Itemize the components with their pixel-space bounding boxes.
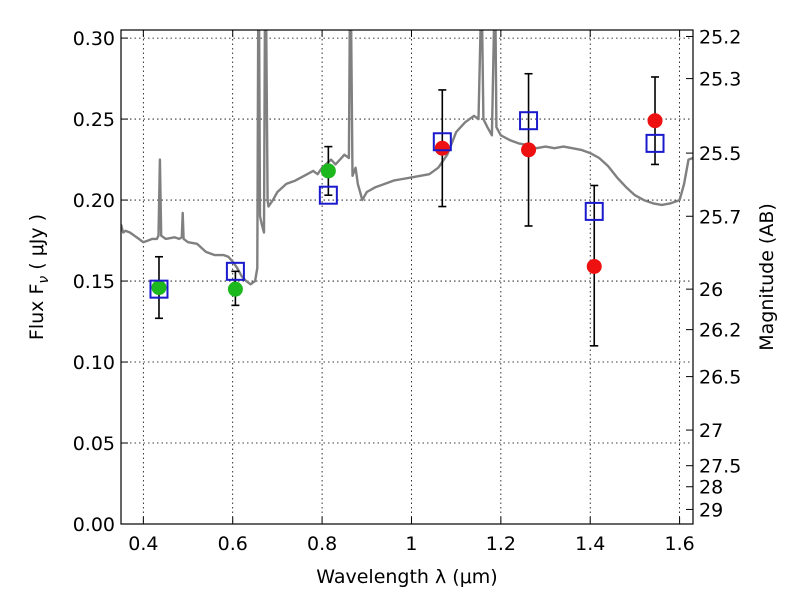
x-tick-label: 1 bbox=[405, 533, 417, 555]
data-point bbox=[521, 142, 537, 158]
y2-tick-label: 25.2 bbox=[699, 26, 741, 48]
y-tick-label: 0.10 bbox=[73, 352, 115, 374]
x-tick-label: 1.2 bbox=[486, 533, 516, 555]
model-square bbox=[584, 201, 604, 221]
y2-axis-title-group: Magnitude (AB) bbox=[756, 203, 778, 351]
y2-tick-label: 25.5 bbox=[699, 143, 741, 165]
plot-frame bbox=[120, 29, 694, 525]
y2-tick-label: 28 bbox=[699, 477, 723, 499]
y-tick-label: 0.00 bbox=[73, 514, 115, 536]
x-tick-label: 1.4 bbox=[575, 533, 605, 555]
y2-tick-label: 25.3 bbox=[699, 69, 741, 91]
model-square bbox=[149, 279, 169, 299]
model-square bbox=[519, 111, 539, 131]
model-square bbox=[645, 133, 665, 153]
y-tick-label: 0.05 bbox=[73, 433, 115, 455]
y2-tick-label: 29 bbox=[699, 499, 723, 521]
y2-tick-label: 27.5 bbox=[699, 456, 741, 478]
y2-tick-label: 26 bbox=[699, 279, 723, 301]
y-tick-label: 0.20 bbox=[73, 190, 115, 212]
tick-labels: 0.4 0.6 0.8 1 1.2 1.4 1.6 0.00 0.05 0.10 0.15 0.20 0… bbox=[73, 26, 742, 555]
data-point bbox=[647, 113, 663, 129]
model-square bbox=[432, 132, 452, 152]
y2-tick-label: 25.7 bbox=[699, 206, 741, 228]
x-tick-label: 0.4 bbox=[128, 533, 158, 555]
data-point bbox=[151, 280, 167, 296]
y-axis-title-unit: ( μJy ) bbox=[26, 214, 48, 276]
y-axis-title-subscript: ν bbox=[36, 276, 52, 284]
y-axis-title-main: Flux F bbox=[26, 284, 48, 340]
y-tick-label: 0.15 bbox=[73, 271, 115, 293]
y-tick-label: 0.25 bbox=[73, 109, 115, 131]
x-tick-label: 1.6 bbox=[664, 533, 694, 555]
x-tick-label: 0.6 bbox=[218, 533, 248, 555]
y2-tick-label: 26.5 bbox=[699, 367, 741, 389]
y-axis-title-group: Flux Fν ( μJy ) bbox=[26, 214, 52, 340]
markers bbox=[149, 111, 665, 299]
model-square bbox=[318, 185, 338, 205]
y-tick-label: 0.30 bbox=[73, 28, 115, 50]
spectrum-layer bbox=[121, 30, 693, 286]
model-square bbox=[225, 261, 245, 281]
x-axis-title: Wavelength λ (μm) bbox=[316, 566, 497, 588]
data-point bbox=[227, 281, 243, 297]
data-point bbox=[434, 140, 450, 156]
y2-axis-title: Magnitude (AB) bbox=[756, 203, 778, 351]
data-point bbox=[320, 163, 336, 179]
sed-spectrum-line bbox=[121, 30, 693, 286]
axis-ticks bbox=[121, 30, 693, 525]
x-tick-label: 0.8 bbox=[307, 533, 337, 555]
y2-tick-label: 26.2 bbox=[699, 320, 741, 342]
y-axis-title: Flux Fν ( μJy ) bbox=[26, 214, 52, 340]
data-point bbox=[586, 258, 602, 274]
y2-tick-label: 27 bbox=[699, 420, 723, 442]
